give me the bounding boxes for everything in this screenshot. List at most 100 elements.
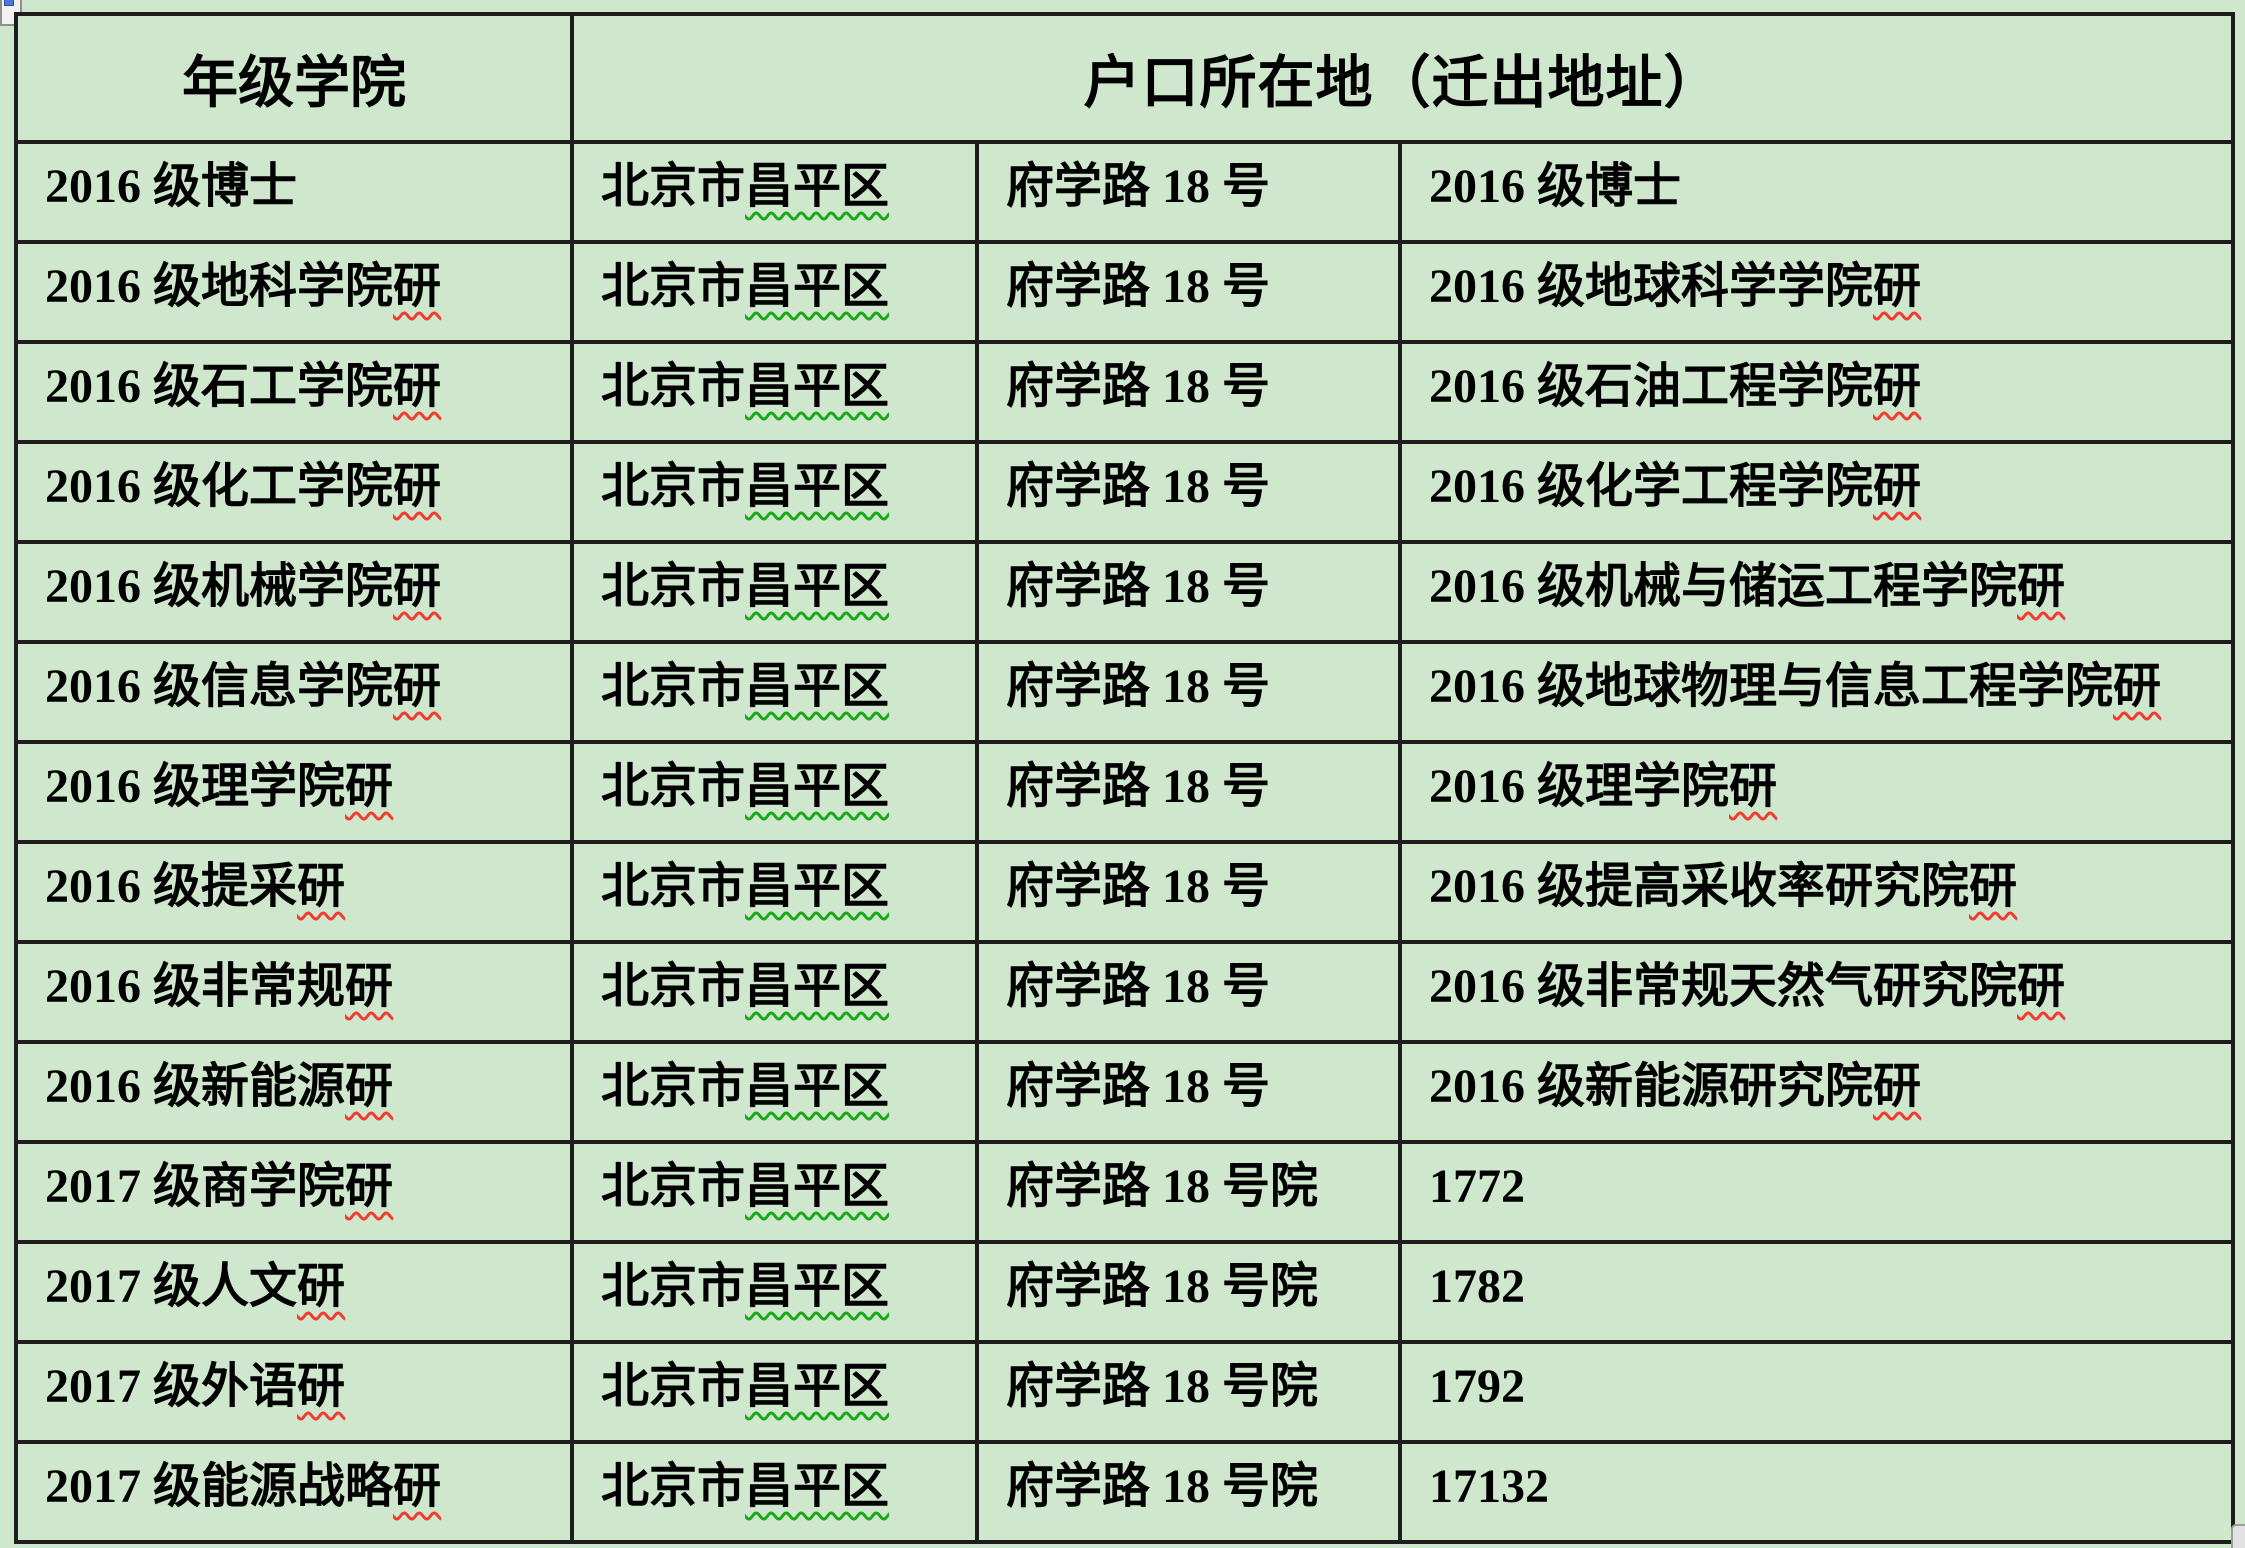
scrollbar-corner[interactable] [2231, 1524, 2245, 1548]
cell-text: 2016 级地球科学学院 [1429, 260, 1874, 314]
cell-city-district[interactable]: 北京市昌平区 [570, 140, 979, 244]
misspelled-text: 昌平区 [745, 1160, 890, 1214]
cell-origin-detail[interactable]: 1782 [1397, 1240, 2236, 1344]
cell-text: 北京市 [601, 460, 746, 514]
misspelled-text: 研 [393, 460, 442, 514]
cell-origin-detail[interactable]: 2016 级新能源研究院研 [1397, 1040, 2236, 1144]
table-row: 2016 级地科学院研 北京市昌平区 府学路 18 号 2016 级地球科学学院研 [14, 240, 2236, 344]
cell-grade-college[interactable]: 2017 级外语研 [14, 1340, 574, 1444]
cell-grade-college[interactable]: 2016 级机械学院研 [14, 540, 574, 644]
cell-text: 1772 [1429, 1160, 1525, 1214]
cell-text: 北京市 [601, 860, 746, 914]
cell-text: 北京市 [601, 1460, 746, 1514]
cell-text: 府学路 18 号院 [1006, 1260, 1319, 1314]
misspelled-text: 研 [297, 860, 346, 914]
cell-grade-college[interactable]: 2017 级能源战略研 [14, 1440, 574, 1544]
misspelled-text: 研 [2017, 560, 2066, 614]
cell-text: 2016 级信息学院 [45, 660, 394, 714]
cell-text: 府学路 18 号 [1006, 760, 1271, 814]
cell-grade-college[interactable]: 2016 级化工学院研 [14, 440, 574, 544]
cell-text: 2016 级提采 [45, 860, 298, 914]
cell-origin-detail[interactable]: 2016 级石油工程学院研 [1397, 340, 2236, 444]
misspelled-text: 研 [393, 260, 442, 314]
cell-city-district[interactable]: 北京市昌平区 [570, 340, 979, 444]
misspelled-text: 昌平区 [745, 460, 890, 514]
cell-street-address[interactable]: 府学路 18 号 [975, 440, 1402, 544]
cell-text: 府学路 18 号 [1006, 460, 1271, 514]
cell-text: 2016 级地球物理与信息工程学院 [1429, 660, 2114, 714]
cell-street-address[interactable]: 府学路 18 号 [975, 540, 1402, 644]
cell-origin-detail[interactable]: 2016 级地球物理与信息工程学院研 [1397, 640, 2236, 744]
misspelled-text: 研 [2017, 960, 2066, 1014]
cell-city-district[interactable]: 北京市昌平区 [570, 840, 979, 944]
cell-city-district[interactable]: 北京市昌平区 [570, 1040, 979, 1144]
cell-text: 1792 [1429, 1360, 1525, 1414]
misspelled-text: 研 [1873, 260, 1922, 314]
cell-grade-college[interactable]: 2016 级非常规研 [14, 940, 574, 1044]
cell-city-district[interactable]: 北京市昌平区 [570, 1340, 979, 1444]
cell-text: 2016 级博士 [1429, 160, 1682, 214]
cell-origin-detail[interactable]: 2016 级提高采收率研究院研 [1397, 840, 2236, 944]
cell-city-district[interactable]: 北京市昌平区 [570, 940, 979, 1044]
cell-grade-college[interactable]: 2016 级新能源研 [14, 1040, 574, 1144]
cell-city-district[interactable]: 北京市昌平区 [570, 240, 979, 344]
cell-grade-college[interactable]: 2016 级提采研 [14, 840, 574, 944]
table-row: 2016 级提采研 北京市昌平区 府学路 18 号 2016 级提高采收率研究院研 [14, 840, 2236, 944]
cell-grade-college[interactable]: 2016 级地科学院研 [14, 240, 574, 344]
cell-origin-detail[interactable]: 2016 级理学院研 [1397, 740, 2236, 844]
cell-grade-college[interactable]: 2017 级商学院研 [14, 1140, 574, 1244]
cell-street-address[interactable]: 府学路 18 号院 [975, 1440, 1402, 1544]
cell-origin-detail[interactable]: 2016 级机械与储运工程学院研 [1397, 540, 2236, 644]
cell-street-address[interactable]: 府学路 18 号 [975, 340, 1402, 444]
cell-origin-detail[interactable]: 2016 级地球科学学院研 [1397, 240, 2236, 344]
cell-text: 2017 级人文 [45, 1260, 298, 1314]
misspelled-text: 研 [1873, 1060, 1922, 1114]
cell-street-address[interactable]: 府学路 18 号 [975, 640, 1402, 744]
cell-street-address[interactable]: 府学路 18 号院 [975, 1240, 1402, 1344]
cell-text: 北京市 [601, 960, 746, 1014]
cell-origin-detail[interactable]: 2016 级非常规天然气研究院研 [1397, 940, 2236, 1044]
cell-street-address[interactable]: 府学路 18 号院 [975, 1140, 1402, 1244]
cell-city-district[interactable]: 北京市昌平区 [570, 640, 979, 744]
cell-street-address[interactable]: 府学路 18 号 [975, 1040, 1402, 1144]
cell-text: 府学路 18 号院 [1006, 1360, 1319, 1414]
cell-origin-detail[interactable]: 2016 级化学工程学院研 [1397, 440, 2236, 544]
cell-city-district[interactable]: 北京市昌平区 [570, 1140, 979, 1244]
cell-text: 2017 级外语 [45, 1360, 298, 1414]
cell-grade-college[interactable]: 2016 级信息学院研 [14, 640, 574, 744]
cell-origin-detail[interactable]: 2016 级博士 [1397, 140, 2236, 244]
cell-text: 2016 级理学院 [45, 760, 346, 814]
cell-street-address[interactable]: 府学路 18 号 [975, 240, 1402, 344]
cell-text: 2016 级非常规天然气研究院 [1429, 960, 2018, 1014]
cell-text: 府学路 18 号 [1006, 360, 1271, 414]
cell-city-district[interactable]: 北京市昌平区 [570, 740, 979, 844]
cell-text: 府学路 18 号院 [1006, 1460, 1319, 1514]
cell-grade-college[interactable]: 2016 级石工学院研 [14, 340, 574, 444]
cell-text: 府学路 18 号 [1006, 860, 1271, 914]
cell-grade-college[interactable]: 2017 级人文研 [14, 1240, 574, 1344]
cell-text: 2016 级理学院 [1429, 760, 1730, 814]
cell-text: 2016 级博士 [45, 160, 298, 214]
cell-city-district[interactable]: 北京市昌平区 [570, 440, 979, 544]
misspelled-text: 研 [345, 1160, 394, 1214]
misspelled-text: 昌平区 [745, 260, 890, 314]
cell-street-address[interactable]: 府学路 18 号 [975, 740, 1402, 844]
cell-street-address[interactable]: 府学路 18 号 [975, 140, 1402, 244]
cell-city-district[interactable]: 北京市昌平区 [570, 1440, 979, 1544]
cell-text: 北京市 [601, 1260, 746, 1314]
cell-text: 北京市 [601, 1060, 746, 1114]
cell-grade-college[interactable]: 2016 级博士 [14, 140, 574, 244]
cell-grade-college[interactable]: 2016 级理学院研 [14, 740, 574, 844]
cell-street-address[interactable]: 府学路 18 号 [975, 940, 1402, 1044]
cell-text: 府学路 18 号 [1006, 1060, 1271, 1114]
cell-street-address[interactable]: 府学路 18 号 [975, 840, 1402, 944]
cell-origin-detail[interactable]: 1772 [1397, 1140, 2236, 1244]
cell-text: 府学路 18 号 [1006, 560, 1271, 614]
cell-street-address[interactable]: 府学路 18 号院 [975, 1340, 1402, 1444]
cell-origin-detail[interactable]: 1792 [1397, 1340, 2236, 1444]
cell-city-district[interactable]: 北京市昌平区 [570, 1240, 979, 1344]
misspelled-text: 研 [393, 560, 442, 614]
cell-origin-detail[interactable]: 17132 [1397, 1440, 2236, 1544]
cell-city-district[interactable]: 北京市昌平区 [570, 540, 979, 644]
